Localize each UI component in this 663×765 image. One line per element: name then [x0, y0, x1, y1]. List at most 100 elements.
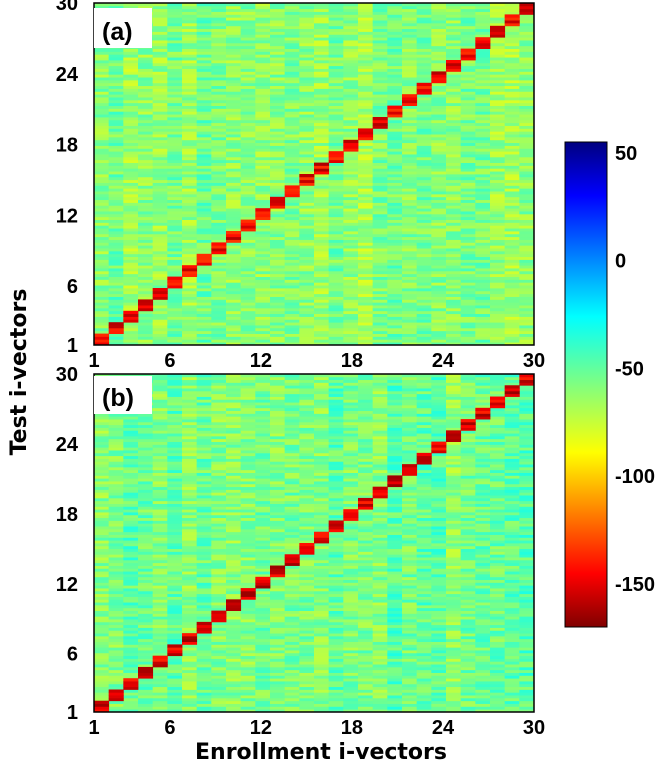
heatmap-cell	[240, 154, 256, 158]
heatmap-cell	[416, 31, 432, 35]
heatmap-cell	[284, 136, 300, 141]
heatmap-cell	[226, 94, 242, 98]
heatmap-cell	[358, 17, 374, 21]
heatmap-cell	[475, 122, 491, 126]
heatmap-cell	[182, 307, 198, 312]
heatmap-cell	[211, 548, 227, 552]
heatmap-cell	[387, 79, 403, 84]
heatmap-cell	[152, 424, 168, 428]
heatmap-cell	[138, 316, 154, 320]
heatmap-cell	[182, 54, 198, 58]
heatmap-cell	[226, 416, 242, 420]
heatmap-cell	[211, 441, 227, 445]
heatmap-cell	[226, 376, 242, 381]
heatmap-cell	[270, 60, 286, 64]
heatmap-cell	[196, 444, 212, 448]
heatmap-cell	[138, 621, 154, 626]
heatmap-cell	[226, 573, 242, 578]
heatmap-cell	[123, 142, 139, 146]
heatmap-cell	[255, 310, 271, 315]
heatmap-cell	[402, 54, 418, 58]
heatmap-cell	[94, 557, 110, 561]
heatmap-cell	[255, 176, 271, 181]
heatmap-cell	[167, 557, 183, 561]
heatmap-cell	[123, 82, 139, 87]
heatmap-cell	[416, 3, 432, 7]
heatmap-cell	[519, 136, 535, 141]
heatmap-cell	[108, 709, 124, 713]
heatmap-cell	[108, 706, 124, 710]
heatmap-cell	[358, 22, 374, 27]
heatmap-cell	[402, 259, 418, 263]
heatmap-cell	[372, 279, 388, 283]
heatmap-cell	[211, 427, 227, 431]
heatmap-cell	[372, 211, 388, 215]
heatmap-cell	[446, 322, 462, 326]
heatmap-cell	[152, 545, 168, 550]
heatmap-cell	[152, 162, 168, 166]
heatmap-cell	[299, 74, 315, 78]
heatmap-cell	[504, 296, 520, 300]
heatmap-cell	[108, 211, 124, 215]
heatmap-cell	[196, 475, 212, 479]
heatmap-cell	[343, 208, 359, 212]
heatmap-cell	[138, 196, 154, 201]
heatmap-cell	[358, 11, 374, 15]
heatmap-cell	[211, 404, 227, 409]
heatmap-cell	[108, 486, 124, 490]
heatmap-cell	[138, 495, 154, 499]
heatmap-cell	[431, 325, 447, 329]
heatmap-cell	[372, 51, 388, 55]
heatmap-cell	[108, 635, 124, 640]
heatmap-cell	[240, 706, 256, 710]
heatmap-cell	[211, 517, 227, 521]
diagonal-cell	[152, 290, 168, 295]
heatmap-cell	[196, 313, 212, 317]
heatmap-cell	[284, 97, 300, 101]
heatmap-cell	[152, 8, 168, 12]
heatmap-cell	[240, 213, 256, 218]
heatmap-cell	[402, 316, 418, 320]
heatmap-cell	[446, 94, 462, 98]
heatmap-cell	[490, 228, 506, 232]
x-tick-label: 6	[164, 350, 175, 372]
heatmap-cell	[226, 672, 242, 676]
heatmap-cell	[108, 205, 124, 209]
heatmap-cell	[182, 551, 198, 555]
heatmap-cell	[255, 128, 271, 132]
heatmap-cell	[343, 57, 359, 61]
heatmap-cell	[123, 458, 139, 462]
heatmap-cell	[504, 174, 520, 178]
heatmap-cell	[270, 91, 286, 95]
heatmap-cell	[460, 28, 476, 32]
heatmap-cell	[182, 379, 198, 383]
heatmap-cell	[123, 185, 139, 189]
heatmap-cell	[123, 213, 139, 218]
heatmap-cell	[299, 5, 315, 10]
heatmap-cell	[152, 131, 168, 135]
heatmap-cell	[152, 285, 168, 289]
heatmap-cell	[343, 182, 359, 186]
heatmap-cell	[431, 142, 447, 146]
heatmap-cell	[358, 219, 374, 223]
heatmap-cell	[123, 489, 139, 493]
heatmap-cell	[138, 231, 154, 235]
heatmap-cell	[182, 68, 198, 72]
heatmap-cell	[211, 579, 227, 583]
heatmap-cell	[343, 259, 359, 263]
heatmap-cell	[475, 310, 491, 315]
heatmap-cell	[182, 497, 198, 502]
heatmap-cell	[372, 131, 388, 135]
heatmap-cell	[152, 582, 168, 586]
heatmap-cell	[94, 188, 110, 192]
heatmap-cell	[431, 310, 447, 315]
heatmap-cell	[270, 94, 286, 98]
diagonal-cell	[270, 199, 286, 203]
heatmap-cell	[387, 37, 403, 41]
heatmap-cell	[519, 273, 535, 277]
heatmap-cell	[504, 165, 520, 169]
heatmap-cell	[446, 259, 462, 263]
heatmap-cell	[152, 602, 168, 606]
heatmap-cell	[372, 65, 388, 69]
heatmap-cell	[196, 282, 212, 286]
